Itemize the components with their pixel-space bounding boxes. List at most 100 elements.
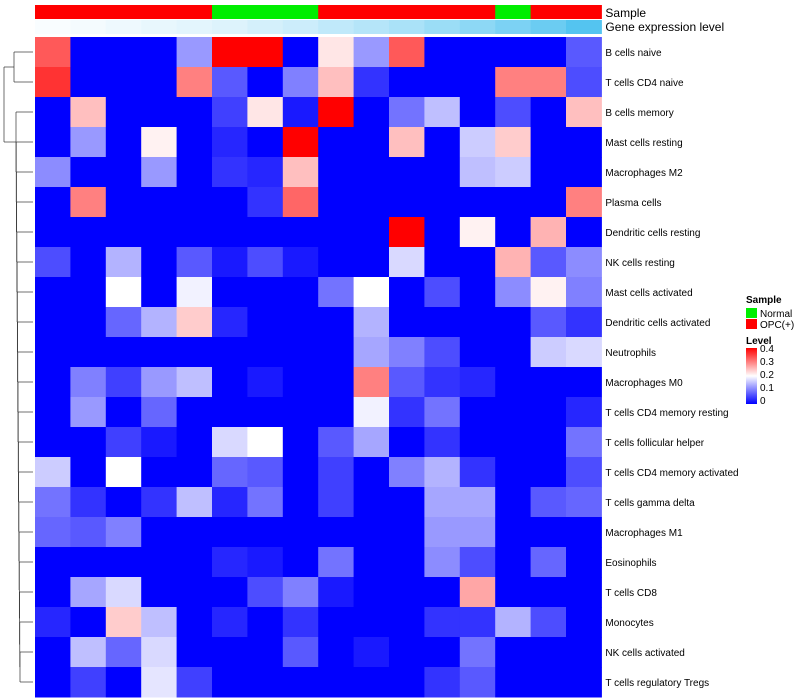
heatmap-cell xyxy=(424,277,461,308)
heatmap-cell xyxy=(566,67,602,98)
row-label: Mast cells activated xyxy=(605,288,692,299)
heatmap-cell xyxy=(530,667,567,698)
heatmap-cell xyxy=(389,397,425,428)
heatmap-cell xyxy=(459,367,496,398)
heatmap-cell xyxy=(176,337,213,368)
heatmap-cell xyxy=(353,457,390,488)
heatmap-cell xyxy=(282,487,319,518)
heatmap-cell xyxy=(353,187,390,218)
heatmap-cell xyxy=(176,97,213,128)
row-labels: B cells naive T cells CD4 naive B cells me… xyxy=(605,48,738,689)
heatmap-cell xyxy=(176,427,213,458)
row-label: Mast cells resting xyxy=(605,138,682,149)
heatmap-cell xyxy=(353,577,390,608)
heatmap-cell xyxy=(424,487,461,518)
heatmap-cell xyxy=(105,187,142,218)
heatmap-cell xyxy=(424,367,461,398)
heatmap-cell xyxy=(70,247,107,278)
heatmap-cell xyxy=(282,307,319,338)
legend-tick: 0 xyxy=(760,396,766,407)
heatmap-cell xyxy=(495,367,532,398)
heatmap-cell xyxy=(424,187,461,218)
heatmap-cell xyxy=(530,247,567,278)
heatmap-cell xyxy=(566,637,602,668)
heatmap-cell xyxy=(141,247,178,278)
heatmap-cell xyxy=(318,547,355,578)
heatmap-cell xyxy=(530,217,567,248)
heatmap-cell xyxy=(105,67,142,98)
heatmap-cell xyxy=(212,217,248,248)
heatmap-cell xyxy=(70,427,107,458)
heatmap-cell xyxy=(176,487,213,518)
legend-title-level: Level xyxy=(746,336,772,347)
heatmap-cell xyxy=(247,187,284,218)
legend-title-sample: Sample xyxy=(746,295,782,306)
heatmap-cell xyxy=(424,547,461,578)
heatmap-cell xyxy=(105,667,142,698)
heatmap-cell xyxy=(530,277,567,308)
heatmap-cell xyxy=(70,67,107,98)
heatmap-cell xyxy=(530,157,567,188)
heatmap-cell xyxy=(35,457,71,488)
annotation-cell-expression xyxy=(247,20,284,34)
annotation-cell-sample xyxy=(247,5,284,19)
heatmap-cell xyxy=(353,157,390,188)
heatmap-cell xyxy=(389,157,425,188)
heatmap-cell xyxy=(105,337,142,368)
heatmap-cell xyxy=(141,37,178,68)
heatmap-cell xyxy=(566,247,602,278)
heatmap-cell xyxy=(424,667,461,698)
heatmap-cell xyxy=(530,397,567,428)
heatmap-cell xyxy=(176,157,213,188)
heatmap-cell xyxy=(212,67,248,98)
heatmap-cell xyxy=(141,637,178,668)
heatmap-cell xyxy=(70,457,107,488)
heatmap-cell xyxy=(389,427,425,458)
heatmap-cell xyxy=(353,367,390,398)
row-label: Macrophages M1 xyxy=(605,528,683,539)
heatmap-cell xyxy=(424,247,461,278)
heatmap-cell xyxy=(495,427,532,458)
annotation-cell-expression xyxy=(495,20,532,34)
heatmap-cell xyxy=(530,577,567,608)
heatmap-cell xyxy=(566,397,602,428)
heatmap-cell xyxy=(318,637,355,668)
heatmap-cell xyxy=(35,367,71,398)
annotation-label-sample: Sample xyxy=(605,6,646,20)
annotation-cell-sample xyxy=(105,5,142,19)
heatmap-cell xyxy=(35,67,71,98)
heatmap-cell xyxy=(318,607,355,638)
heatmap-cell xyxy=(105,217,142,248)
heatmap-cell xyxy=(353,487,390,518)
heatmap-cell xyxy=(247,97,284,128)
heatmap-cell xyxy=(318,157,355,188)
heatmap-cell xyxy=(459,577,496,608)
heatmap-cell xyxy=(247,217,284,248)
heatmap-cell xyxy=(282,187,319,218)
heatmap-cell xyxy=(212,397,248,428)
heatmap-cell xyxy=(282,397,319,428)
heatmap-cell xyxy=(282,457,319,488)
heatmap-cell xyxy=(35,217,71,248)
heatmap-cell xyxy=(141,187,178,218)
heatmap-cell xyxy=(353,427,390,458)
heatmap-cell xyxy=(459,607,496,638)
annotation-cell-sample xyxy=(70,5,107,19)
heatmap-cell xyxy=(212,427,248,458)
heatmap-cell xyxy=(389,367,425,398)
heatmap-cell xyxy=(459,37,496,68)
annotation-cell-sample xyxy=(424,5,461,19)
heatmap-cell xyxy=(318,367,355,398)
heatmap-cell xyxy=(459,487,496,518)
annotation-cell-expression xyxy=(141,20,178,34)
heatmap-cell xyxy=(70,337,107,368)
heatmap-cell xyxy=(282,277,319,308)
heatmap-cell xyxy=(176,247,213,278)
heatmap-cell xyxy=(35,247,71,278)
annotation-cell-sample xyxy=(141,5,178,19)
heatmap-cell xyxy=(282,97,319,128)
annotation-cell-sample xyxy=(35,5,71,19)
heatmap-cell xyxy=(495,37,532,68)
heatmap-cell xyxy=(105,457,142,488)
heatmap-cell xyxy=(212,367,248,398)
